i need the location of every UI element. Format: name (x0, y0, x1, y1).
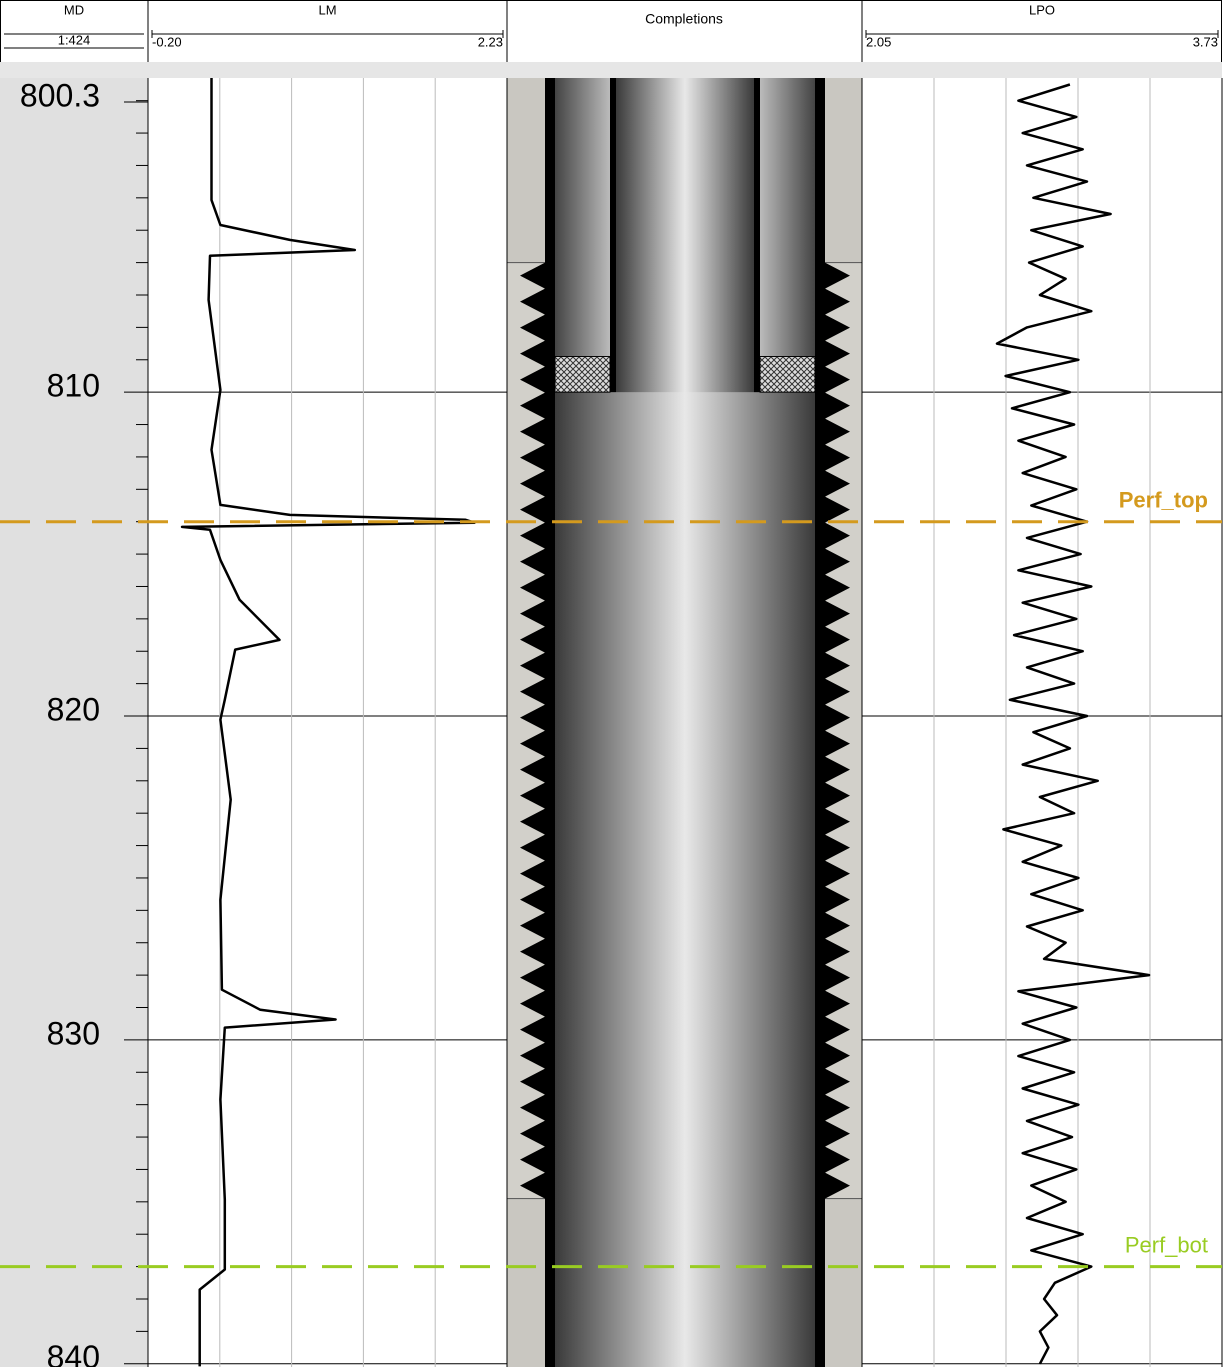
depth-label: 800.3 (20, 77, 100, 113)
packer (554, 356, 611, 393)
depth-label: 830 (47, 1015, 100, 1051)
scale-label: 2.05 (866, 34, 891, 49)
track-bg (862, 78, 1222, 1367)
track-title: LPO (1029, 2, 1055, 17)
marker-label: Perf_bot (1125, 1232, 1208, 1257)
packer (759, 356, 816, 393)
depth-label: 810 (47, 368, 100, 404)
log-curve (995, 83, 1151, 1365)
md-scale: 1:424 (58, 32, 91, 47)
completions-title: Completions (645, 11, 723, 27)
header-gap (0, 62, 1222, 78)
track-bg (148, 78, 507, 1367)
scale-label: 3.73 (1193, 34, 1218, 49)
depth-label: 840 (47, 1339, 100, 1367)
tubing-wall (610, 78, 616, 393)
annulus (555, 78, 610, 393)
tubing-wall (754, 78, 760, 393)
marker-label: Perf_top (1119, 488, 1208, 513)
casing (545, 78, 555, 1367)
tubing-bore (616, 78, 754, 393)
depth-label: 820 (47, 691, 100, 727)
track-title: LM (318, 2, 336, 17)
annulus (760, 78, 815, 393)
scale-label: 2.23 (478, 34, 503, 49)
scale-label: -0.20 (152, 34, 182, 49)
header (0, 0, 1222, 63)
perforation-zone (506, 262, 546, 1200)
plot: 800.3 810 820 830 840 Perf_top Perf_bot (0, 77, 1223, 1367)
md-title: MD (64, 2, 84, 17)
casing (815, 78, 825, 1367)
depth-track (0, 78, 148, 1367)
log-curve (180, 78, 476, 1367)
